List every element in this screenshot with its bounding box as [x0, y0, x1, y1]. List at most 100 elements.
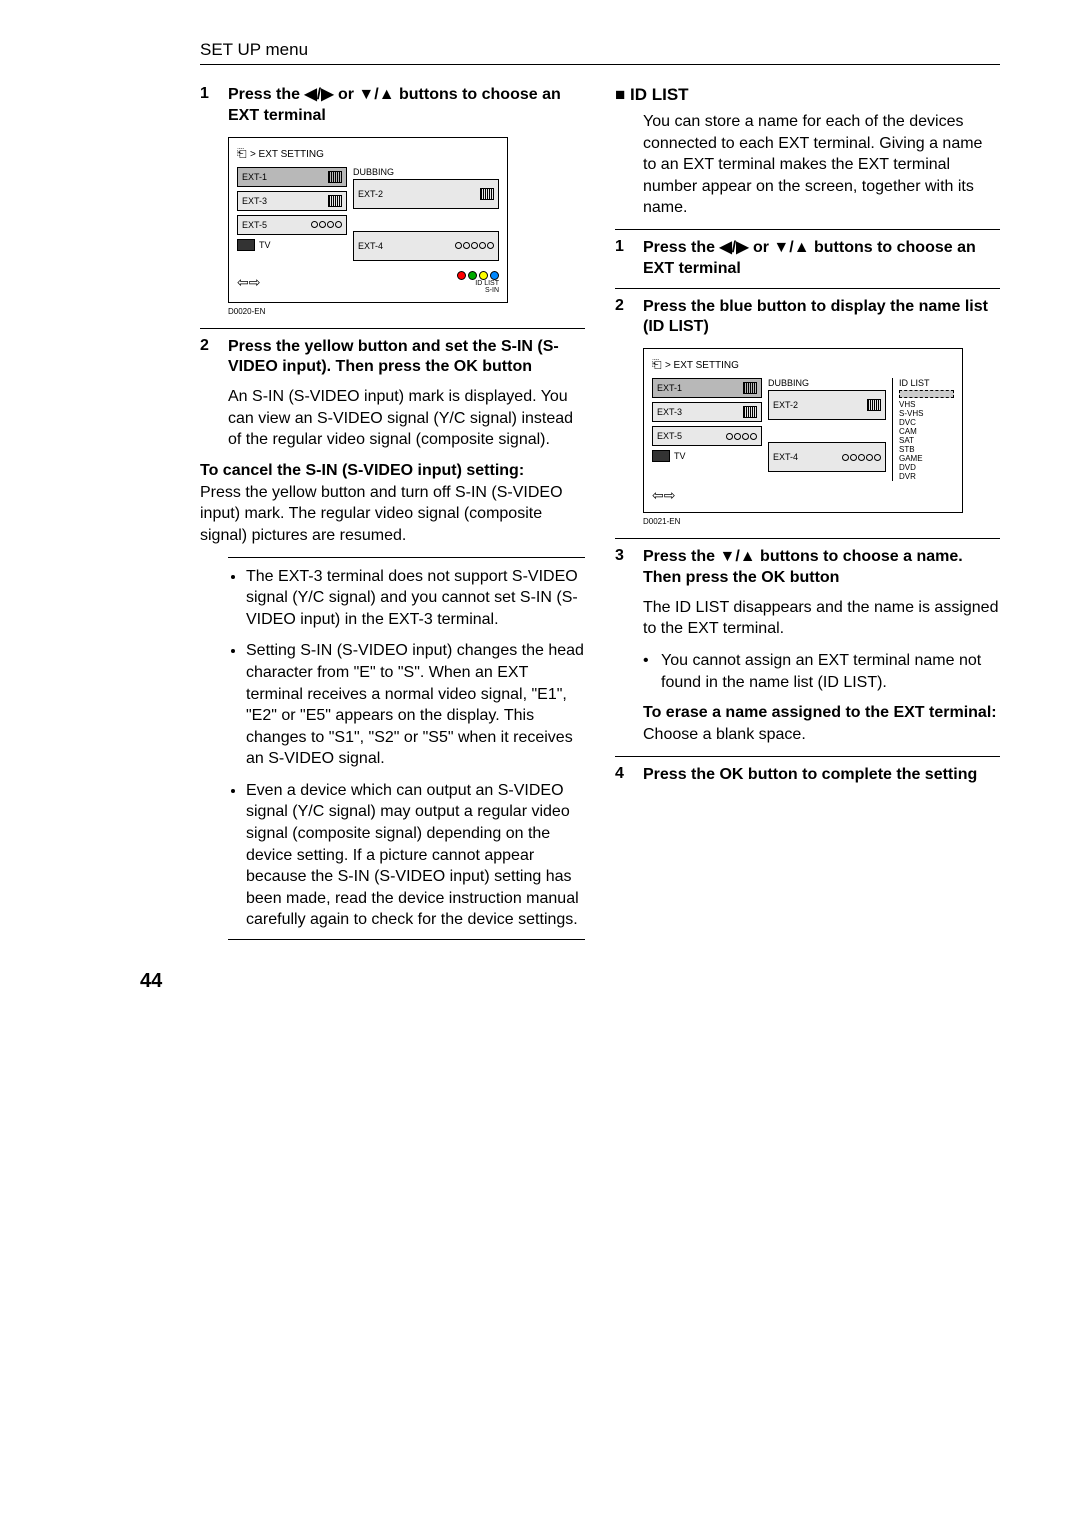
erase-body: Choose a blank space. — [643, 724, 1000, 746]
scart-icon — [328, 195, 342, 207]
rca-icon — [842, 454, 881, 461]
id-list-header: ID LIST — [899, 378, 954, 388]
step-3-bullet: You cannot assign an EXT terminal name n… — [643, 650, 1000, 693]
rca-icon — [726, 433, 757, 440]
ext-2-box: EXT-2 — [768, 390, 886, 420]
diagram-caption: D0020-EN — [228, 307, 585, 316]
columns: 1 Press the ◀/▶ or ▼/▲ buttons to choose… — [200, 85, 1000, 940]
diagram-footer: ⇦⇨ — [652, 487, 954, 504]
ext-label: EXT-4 — [773, 452, 798, 462]
page: SET UP menu 1 Press the ◀/▶ or ▼/▲ butto… — [0, 0, 1080, 1033]
diagram-caption: D0021-EN — [643, 517, 1000, 526]
id-list-item: STB — [899, 445, 954, 454]
scart-icon — [867, 399, 881, 411]
diagram-left: EXT-1 EXT-3 EXT-5 TV — [652, 378, 762, 481]
nav-arrows-icon: ⇦⇨ — [237, 274, 260, 291]
id-list-item: CAM — [899, 427, 954, 436]
id-list-item: DVR — [899, 472, 954, 481]
ext-4-box: EXT-4 — [768, 442, 886, 472]
tv-label: TV — [259, 240, 271, 250]
ext-3-box: EXT-3 — [652, 402, 762, 422]
step-3-r: 3 Press the ▼/▲ buttons to choose a name… — [615, 538, 1000, 589]
tv-icon — [237, 239, 255, 251]
step-text: Press the ◀/▶ or ▼/▲ buttons to choose a… — [228, 85, 585, 127]
nav-arrows-icon: ⇦⇨ — [652, 487, 675, 504]
id-list-item: DVD — [899, 463, 954, 472]
step-4-r: 4 Press the OK button to complete the se… — [615, 756, 1000, 786]
step-number: 2 — [200, 337, 216, 379]
ext-label: EXT-5 — [657, 431, 682, 441]
cancel-body: Press the yellow button and turn off S-I… — [200, 482, 585, 547]
ext-1-box: EXT-1 — [237, 167, 347, 187]
id-list-item: SAT — [899, 436, 954, 445]
id-list-item: VHS — [899, 400, 954, 409]
step-3-body: The ID LIST disappears and the name is a… — [643, 597, 1000, 640]
id-list-panel: ID LIST VHS S-VHS DVC CAM SAT STB GAME D… — [892, 378, 954, 481]
color-buttons-icon — [457, 271, 499, 280]
id-list-item: S-VHS — [899, 409, 954, 418]
footer-label: S-IN — [457, 287, 499, 294]
ext-3-box: EXT-3 — [237, 191, 347, 211]
step-text: Press the blue button to display the nam… — [643, 297, 1000, 339]
id-list-item: GAME — [899, 454, 954, 463]
ext-label: EXT-3 — [242, 196, 267, 206]
diagram-right: DUBBING EXT-2 EXT-4 — [768, 378, 886, 481]
id-list-blank-item — [899, 390, 954, 398]
step-number: 1 — [200, 85, 216, 127]
page-number: 44 — [140, 970, 1000, 993]
tv-row: TV — [652, 450, 762, 462]
step-1: 1 Press the ◀/▶ or ▼/▲ buttons to choose… — [200, 85, 585, 127]
step-2-body: An S-IN (S-VIDEO input) mark is displaye… — [228, 386, 585, 451]
ext-setting-diagram-1: > EXT SETTING EXT-1 EXT-3 EXT-5 TV DUBBI… — [228, 137, 508, 303]
rca-icon — [455, 242, 494, 249]
ext-label: EXT-3 — [657, 407, 682, 417]
ext-2-box: EXT-2 — [353, 179, 499, 209]
ext-setting-diagram-2: > EXT SETTING EXT-1 EXT-3 EXT-5 TV DUBBI… — [643, 348, 963, 513]
ext-label: EXT-4 — [358, 241, 383, 251]
step-2-r: 2 Press the blue button to display the n… — [615, 288, 1000, 339]
id-list-intro: You can store a name for each of the dev… — [643, 111, 1000, 219]
scart-icon — [743, 406, 757, 418]
dubbing-label: DUBBING — [768, 378, 886, 388]
cancel-title: To cancel the S-IN (S-VIDEO input) setti… — [200, 461, 585, 482]
note-item: Setting S-IN (S-VIDEO input) changes the… — [246, 640, 585, 770]
step-number: 4 — [615, 765, 631, 786]
scart-icon — [328, 171, 342, 183]
tv-icon — [652, 450, 670, 462]
step-text: Press the OK button to complete the sett… — [643, 765, 977, 786]
ext-5-box: EXT-5 — [652, 426, 762, 446]
left-column: 1 Press the ◀/▶ or ▼/▲ buttons to choose… — [200, 85, 585, 940]
step-number: 3 — [615, 547, 631, 589]
note-box: The EXT-3 terminal does not support S-VI… — [228, 557, 585, 941]
tv-row: TV — [237, 239, 347, 251]
header-section: SET UP menu — [200, 40, 1000, 65]
diagram-body: EXT-1 EXT-3 EXT-5 TV DUBBING EXT-2 EXT-4… — [652, 378, 954, 481]
scart-icon — [743, 382, 757, 394]
step-number: 1 — [615, 238, 631, 280]
tv-label: TV — [674, 451, 686, 461]
diagram-body: EXT-1 EXT-3 EXT-5 TV DUBBING EXT-2 EXT-4 — [237, 167, 499, 265]
id-list-title: ID LIST — [615, 85, 1000, 105]
erase-title: To erase a name assigned to the EXT term… — [643, 703, 1000, 724]
ext-label: EXT-2 — [358, 189, 383, 199]
ext-1-box: EXT-1 — [652, 378, 762, 398]
ext-label: EXT-1 — [657, 383, 682, 393]
diagram-header: > EXT SETTING — [237, 146, 499, 161]
right-column: ID LIST You can store a name for each of… — [615, 85, 1000, 940]
footer-label: ID LIST — [457, 280, 499, 287]
scart-icon — [480, 188, 494, 200]
rca-icon — [311, 221, 342, 228]
step-number: 2 — [615, 297, 631, 339]
step-1-r: 1 Press the ◀/▶ or ▼/▲ buttons to choose… — [615, 229, 1000, 280]
dubbing-label: DUBBING — [353, 167, 499, 177]
ext-label: EXT-5 — [242, 220, 267, 230]
diagram-footer: ⇦⇨ ID LIST S-IN — [237, 271, 499, 294]
step-text: Press the ▼/▲ buttons to choose a name. … — [643, 547, 1000, 589]
diagram-left: EXT-1 EXT-3 EXT-5 TV — [237, 167, 347, 265]
diagram-right: DUBBING EXT-2 EXT-4 — [353, 167, 499, 265]
ext-label: EXT-1 — [242, 172, 267, 182]
ext-4-box: EXT-4 — [353, 231, 499, 261]
ext-label: EXT-2 — [773, 400, 798, 410]
ext-5-box: EXT-5 — [237, 215, 347, 235]
id-list-item: DVC — [899, 418, 954, 427]
